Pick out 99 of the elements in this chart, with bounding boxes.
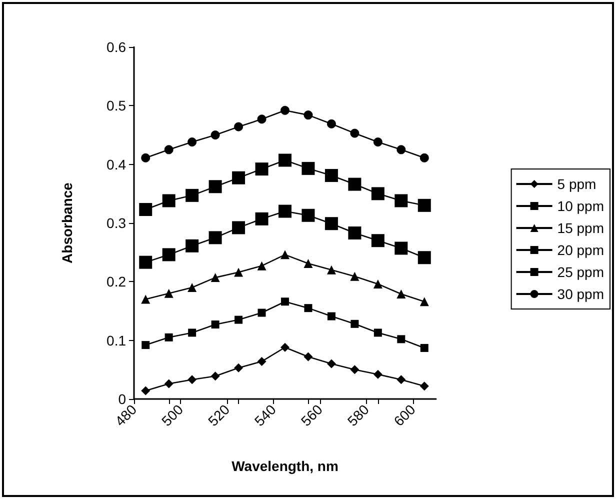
- point: [234, 268, 244, 277]
- point: [232, 171, 246, 184]
- point: [280, 342, 290, 352]
- point: [371, 187, 384, 200]
- point: [420, 297, 429, 306]
- x-tick-label: 540: [251, 401, 280, 430]
- point: [420, 153, 429, 162]
- point: [327, 312, 336, 320]
- point: [373, 138, 382, 147]
- point: [257, 261, 266, 270]
- point: [234, 363, 244, 372]
- point: [255, 162, 268, 176]
- point: [139, 203, 152, 216]
- point: [208, 180, 222, 194]
- point: [210, 273, 220, 282]
- point: [278, 204, 292, 218]
- point: [142, 341, 150, 350]
- x-tick-label: 560: [298, 401, 326, 430]
- point: [281, 298, 289, 306]
- point: [210, 130, 220, 140]
- point: [350, 272, 360, 281]
- point: [302, 208, 315, 222]
- point: [141, 386, 150, 396]
- point: [234, 316, 243, 324]
- point: [280, 250, 290, 260]
- point: [350, 128, 360, 138]
- point: [304, 304, 312, 312]
- point: [302, 162, 315, 175]
- y-axis-title: Absorbance: [59, 182, 75, 264]
- x-axis-title: Wavelength, nm: [232, 458, 338, 474]
- legend-label: 20 ppm: [557, 242, 604, 258]
- point: [397, 335, 406, 344]
- point: [139, 256, 152, 269]
- legend-label: 5 ppm: [557, 176, 596, 192]
- point: [141, 294, 150, 304]
- point: [350, 365, 360, 374]
- point: [258, 308, 266, 317]
- y-tick-label: 0.1: [106, 332, 126, 348]
- point: [396, 289, 406, 298]
- point: [348, 226, 362, 240]
- point: [304, 258, 313, 268]
- point: [188, 375, 197, 384]
- y-tick-label: 0.5: [106, 98, 126, 114]
- legend-label: 30 ppm: [557, 286, 604, 302]
- y-tick-label: 0.4: [106, 156, 126, 172]
- point: [255, 212, 268, 226]
- point: [164, 333, 173, 342]
- point: [211, 320, 220, 328]
- y-tick-label: 0: [118, 391, 126, 407]
- point: [348, 178, 362, 191]
- point: [396, 145, 406, 154]
- x-tick-label: 580: [344, 401, 372, 430]
- point: [188, 138, 197, 147]
- point: [280, 106, 290, 115]
- point: [164, 379, 174, 388]
- point: [186, 239, 199, 252]
- point: [373, 370, 382, 379]
- point: [164, 288, 174, 298]
- x-tick-label: 520: [204, 401, 233, 430]
- y-tick-label: 0.2: [106, 274, 126, 290]
- point: [186, 188, 199, 202]
- point: [326, 359, 336, 368]
- point: [394, 242, 408, 255]
- point: [326, 265, 336, 274]
- point: [164, 145, 174, 154]
- point: [141, 153, 150, 162]
- point: [234, 122, 244, 132]
- point: [418, 198, 431, 212]
- point: [326, 119, 336, 128]
- point: [304, 352, 313, 362]
- point: [420, 344, 428, 352]
- point: [162, 194, 176, 208]
- point: [394, 194, 408, 208]
- point: [418, 251, 431, 264]
- point: [373, 280, 382, 289]
- legend-label: 25 ppm: [557, 264, 604, 280]
- point: [208, 231, 222, 244]
- point: [162, 248, 176, 262]
- point: [232, 221, 246, 234]
- point: [374, 328, 382, 337]
- x-tick-label: 600: [390, 401, 419, 430]
- legend-label: 10 ppm: [557, 198, 604, 214]
- point: [257, 356, 266, 366]
- point: [210, 372, 220, 381]
- point: [396, 375, 406, 384]
- point: [278, 154, 292, 167]
- point: [350, 320, 359, 328]
- legend-label: 15 ppm: [557, 220, 604, 236]
- point: [324, 168, 338, 182]
- y-tick-label: 0.3: [106, 215, 126, 231]
- point: [420, 382, 429, 391]
- point: [371, 234, 384, 248]
- point: [324, 217, 338, 230]
- point: [188, 283, 197, 292]
- point: [257, 114, 266, 124]
- y-tick-label: 0.6: [106, 39, 126, 55]
- point: [304, 110, 313, 120]
- point: [188, 328, 196, 337]
- x-tick-label: 500: [158, 401, 186, 430]
